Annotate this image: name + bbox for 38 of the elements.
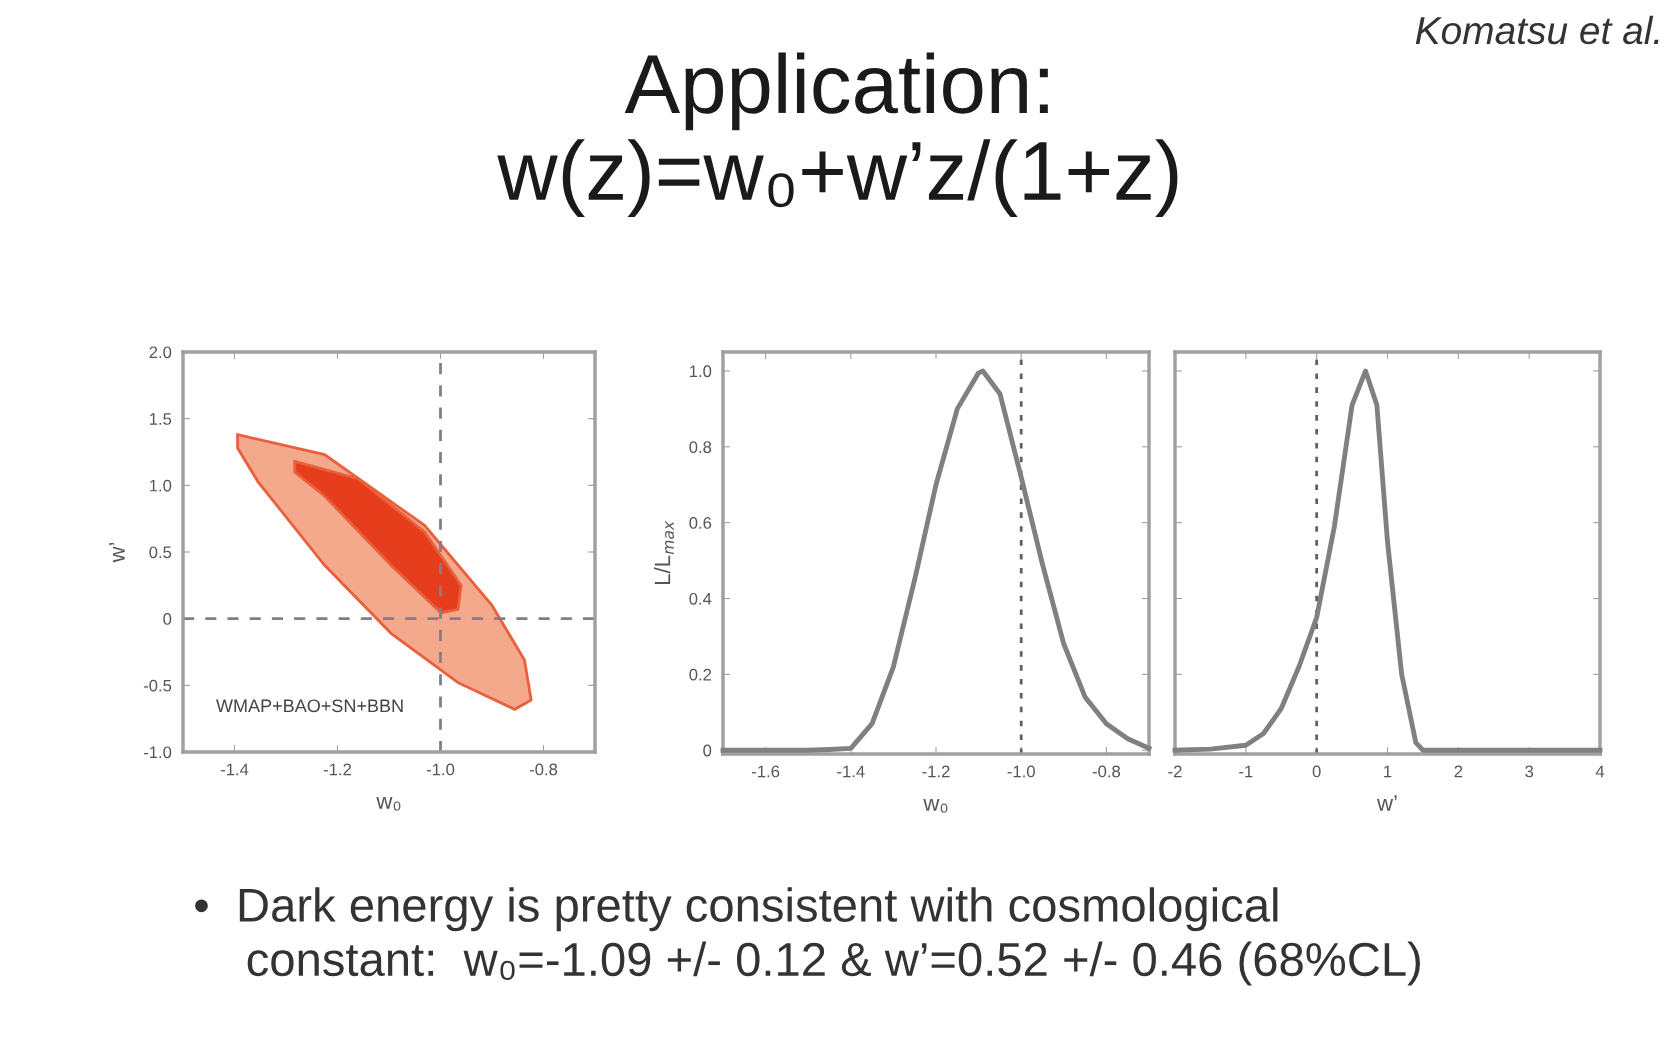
- y-tick-label: 0.4: [689, 592, 712, 605]
- x-tick-label: -1.2: [922, 765, 950, 778]
- y-tick-label: 0.2: [689, 668, 712, 681]
- annotation: WMAP+BAO+SN+BBN: [216, 699, 403, 713]
- x-tick-label: -2: [1168, 765, 1182, 778]
- x-tick-label: -0.8: [1092, 765, 1121, 778]
- y-tick-label: -1.0: [143, 746, 172, 759]
- x-tick-label: 2: [1454, 765, 1463, 778]
- x-tick-label: 1: [1384, 765, 1392, 778]
- y-tick-label: 0.5: [149, 546, 172, 559]
- text: Application: w(z)=w₀+w’z/(1+z): [497, 52, 1178, 217]
- x-tick-label: 4: [1595, 765, 1605, 778]
- x-tick-label: -0.8: [529, 763, 558, 776]
- y-tick-label: 1.5: [149, 413, 172, 425]
- x-tick-label: -1.4: [220, 763, 249, 776]
- text: • Dark energy is pretty consistent with cosmological constant: w₀=-1.09 +/- 0.12 & w’=0.52 +/- 0.46 (68%CL): [195, 887, 1420, 986]
- x-axis-title: w’: [1376, 795, 1397, 811]
- y-tick-label: -0.5: [143, 679, 172, 692]
- x-tick-label: -1.0: [426, 763, 455, 776]
- x-axis-title: w₀: [376, 796, 401, 811]
- y-tick-label: 1.0: [689, 365, 712, 378]
- x-tick-label: 3: [1525, 765, 1534, 778]
- x-tick-label: -1: [1239, 765, 1253, 778]
- y-axis-title: w’: [109, 542, 125, 563]
- y-tick-label: 1.0: [149, 479, 172, 492]
- x-axis-title: w₀: [923, 798, 948, 813]
- x-tick-label: -1.2: [323, 763, 352, 776]
- x-tick-label: -1.6: [751, 765, 780, 778]
- x-tick-label: 0: [1312, 765, 1321, 778]
- x-tick-label: -1.0: [1007, 765, 1035, 778]
- y-axis-title: L/L$_{max}$: [654, 520, 674, 585]
- y-tick-label: 0: [703, 744, 712, 757]
- y-tick-label: 0.8: [689, 441, 712, 454]
- y-tick-label: 2.0: [149, 346, 172, 359]
- x-tick-label: -1.4: [837, 765, 865, 778]
- text: Komatsu et al.: [1415, 15, 1659, 45]
- y-tick-label: 0: [163, 613, 172, 625]
- y-tick-label: 0.6: [689, 517, 712, 529]
